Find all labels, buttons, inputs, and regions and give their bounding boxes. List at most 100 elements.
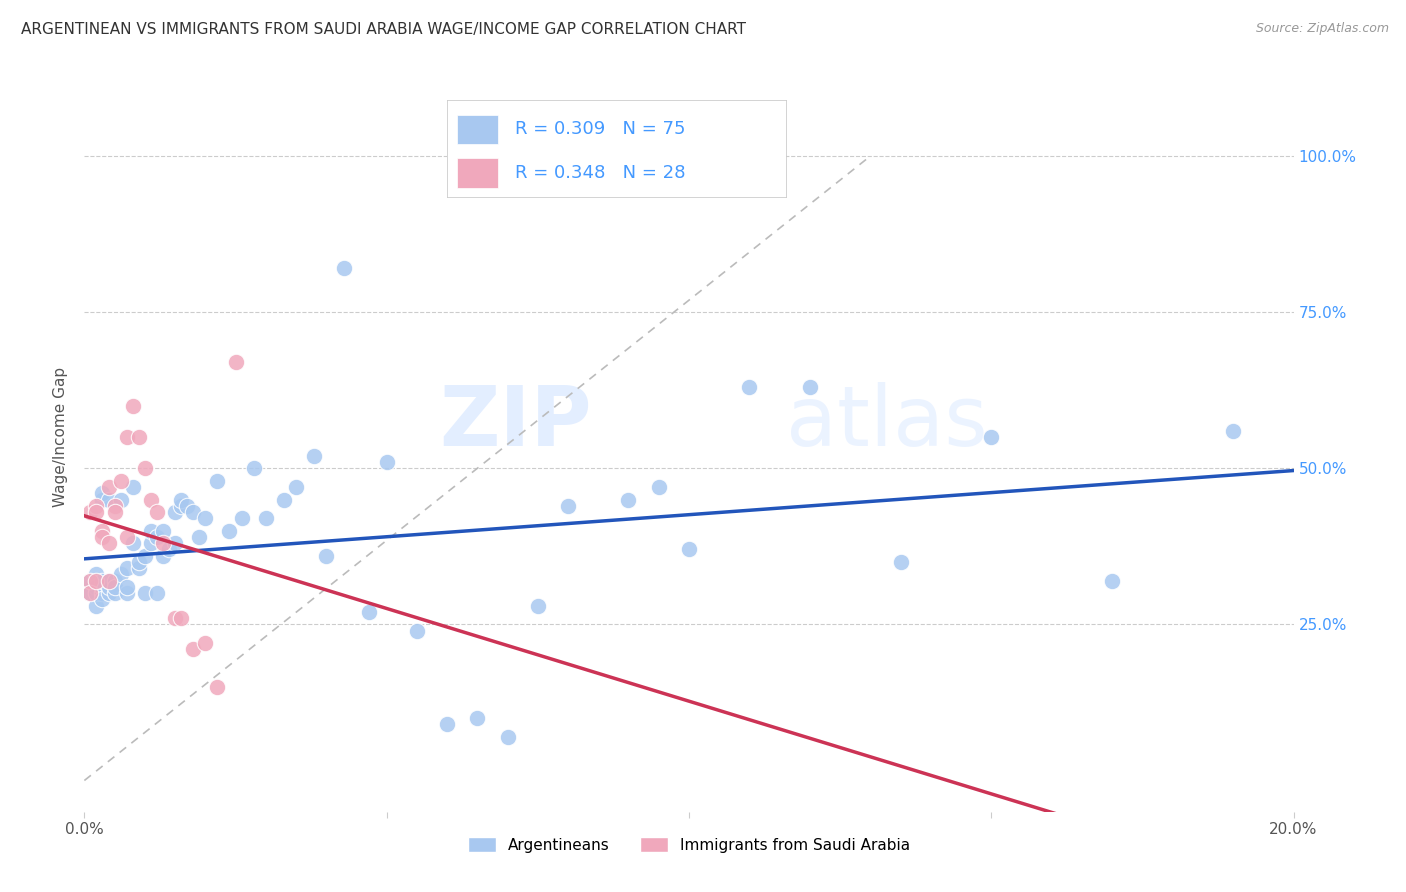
Point [165,536,187,550]
Point [436,717,458,731]
Y-axis label: Wage/Income Gap: Wage/Income Gap [53,367,69,508]
Point [121,480,143,494]
Point [79,574,101,588]
Point [496,730,519,744]
Point [128,561,150,575]
Point [333,261,356,276]
Point [980,430,1002,444]
Text: ARGENTINEAN VS IMMIGRANTS FROM SAUDI ARABIA WAGE/INCOME GAP CORRELATION CHART: ARGENTINEAN VS IMMIGRANTS FROM SAUDI ARA… [21,22,747,37]
Point [97,586,120,600]
Point [97,574,120,588]
Point [86,580,108,594]
Point [139,492,162,507]
Point [176,499,198,513]
Text: atlas: atlas [786,382,987,463]
Point [97,574,120,588]
Point [152,536,174,550]
Point [1101,574,1123,588]
Point [357,605,380,619]
Point [207,474,229,488]
Point [225,355,247,369]
Point [79,580,101,594]
Point [121,536,143,550]
Point [97,580,120,594]
Point [194,511,217,525]
Point [738,380,761,394]
Point [115,561,138,575]
Point [86,574,108,588]
Point [181,505,204,519]
Point [557,499,579,513]
Point [79,505,101,519]
Point [104,499,127,513]
Point [165,505,187,519]
Point [91,486,114,500]
Point [97,536,120,550]
Point [86,599,108,613]
Point [91,524,114,538]
Point [104,505,127,519]
Point [91,530,114,544]
Point [890,555,912,569]
Point [152,549,174,563]
Point [152,524,174,538]
Point [146,505,169,519]
Point [139,536,162,550]
Point [97,492,120,507]
Point [139,524,162,538]
Point [134,549,156,563]
Point [110,474,132,488]
Point [181,642,204,657]
Point [104,586,127,600]
Point [1222,424,1244,438]
Point [188,530,211,544]
Point [799,380,821,394]
Point [273,492,295,507]
Point [617,492,640,507]
Point [86,567,108,582]
Point [115,530,138,544]
Point [91,580,114,594]
Point [315,549,337,563]
Point [231,511,253,525]
Point [375,455,398,469]
Point [165,611,187,625]
Point [527,599,550,613]
Point [678,542,700,557]
Point [79,574,101,588]
Point [79,586,101,600]
Point [91,574,114,588]
Point [110,567,132,582]
Point [79,586,101,600]
Point [115,580,138,594]
Point [86,499,108,513]
Point [128,555,150,569]
Point [302,449,325,463]
Point [134,461,156,475]
Point [86,586,108,600]
Point [104,580,127,594]
Point [194,636,217,650]
Point [110,492,132,507]
Legend: Argentineans, Immigrants from Saudi Arabia: Argentineans, Immigrants from Saudi Arab… [460,829,918,860]
Point [648,480,671,494]
Point [170,611,193,625]
Point [91,492,114,507]
Point [146,530,169,544]
Point [91,592,114,607]
Point [170,499,193,513]
Text: ZIP: ZIP [440,382,592,463]
Point [170,492,193,507]
Point [86,574,108,588]
Point [134,586,156,600]
Point [121,399,143,413]
Point [97,480,120,494]
Point [128,430,150,444]
Point [104,574,127,588]
Point [218,524,240,538]
Point [91,586,114,600]
Point [285,480,308,494]
Point [86,505,108,519]
Point [242,461,264,475]
Point [254,511,277,525]
